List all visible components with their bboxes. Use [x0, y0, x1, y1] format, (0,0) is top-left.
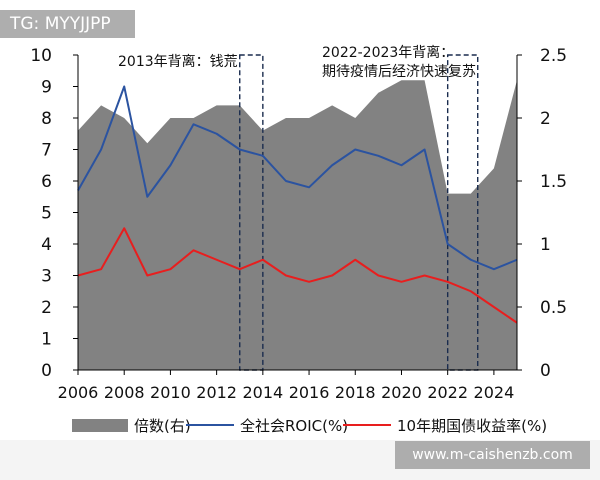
y-left-tick-label: 0 — [41, 361, 52, 381]
legend-item-bond: 10年期国债收益率(%) — [343, 413, 547, 437]
watermark-top: TG: MYYJJPP — [0, 10, 135, 38]
chart-card: 0 1 2 3 4 5 6 7 8 9 10 0 0.5 1 1.5 2 2.5 2006 2008 2010 2012… — [30, 44, 568, 402]
axes-layer: 0 1 2 3 4 5 6 7 8 9 10 0 0.5 1 1.5 2 2.5 2006 2008 2010 2012… — [30, 46, 567, 402]
x-tick-label: 2012 — [196, 383, 237, 402]
y-left-tick-label: 4 — [41, 235, 52, 255]
legend-item-roic: 全社会ROIC(%) — [186, 413, 348, 437]
x-tick-label: 2020 — [381, 383, 422, 402]
y-left-tick-label: 10 — [30, 46, 52, 66]
y-left-tick-label: 8 — [41, 109, 52, 129]
y-left-tick-label: 3 — [41, 267, 52, 287]
x-tick-label: 2006 — [58, 383, 99, 402]
y-right-tick-label: 1 — [540, 235, 551, 255]
chart-svg: 0 1 2 3 4 5 6 7 8 9 10 0 0.5 1 1.5 2 2.5 2006 2008 2010 2012… — [30, 44, 567, 402]
legend-swatch-area — [72, 418, 128, 432]
watermark-bottom: www.m-caishenzb.com — [395, 441, 590, 469]
legend-label-multiple: 倍数(右) — [134, 416, 191, 435]
line-bond — [77, 227, 518, 324]
y-right-tick-label: 1.5 — [540, 172, 567, 192]
legend-label-roic: 全社会ROIC(%) — [240, 416, 349, 435]
area-multiple — [78, 80, 517, 370]
y-left-tick-label: 2 — [41, 298, 52, 318]
x-tick-label: 2014 — [242, 383, 283, 402]
annotation-label-2013: 2013年背离：钱荒 — [118, 53, 238, 70]
x-tick-label: 2024 — [474, 383, 515, 402]
x-tick-label: 2016 — [289, 383, 330, 402]
y-left-tick-label: 7 — [41, 141, 52, 161]
x-tick-label: 2008 — [104, 383, 145, 402]
x-tick-label: 2022 — [427, 383, 468, 402]
line-roic — [77, 85, 518, 271]
area-layer — [78, 80, 517, 370]
legend-swatch-roic — [186, 424, 234, 426]
annotation-text-layer: 2013年背离：钱荒 2022-2023年背离： 期待疫情后经济快速复苏 — [118, 44, 476, 80]
legend-item-multiple: 倍数(右) — [72, 413, 191, 437]
x-tick-label: 2018 — [335, 383, 376, 402]
y-left-tick-label: 9 — [41, 78, 52, 98]
annotation-box-0 — [239, 54, 264, 371]
annotation-label-2022-line1: 2022-2023年背离： — [322, 44, 454, 61]
y-left-tick-label: 6 — [41, 172, 52, 192]
y-right-tick-label: 0 — [540, 361, 551, 381]
y-left-tick-label: 1 — [41, 330, 52, 350]
y-right-tick-label: 2.5 — [540, 46, 567, 66]
y-right-tick-label: 0.5 — [540, 298, 567, 318]
y-right-tick-label: 2 — [540, 109, 551, 129]
x-tick-label: 2010 — [150, 383, 191, 402]
legend-label-bond: 10年期国债收益率(%) — [397, 416, 548, 435]
legend-swatch-bond — [343, 424, 391, 426]
line-layer — [77, 85, 518, 324]
annotation-label-2022-line2: 期待疫情后经济快速复苏 — [322, 63, 476, 80]
y-left-tick-label: 5 — [41, 204, 52, 224]
